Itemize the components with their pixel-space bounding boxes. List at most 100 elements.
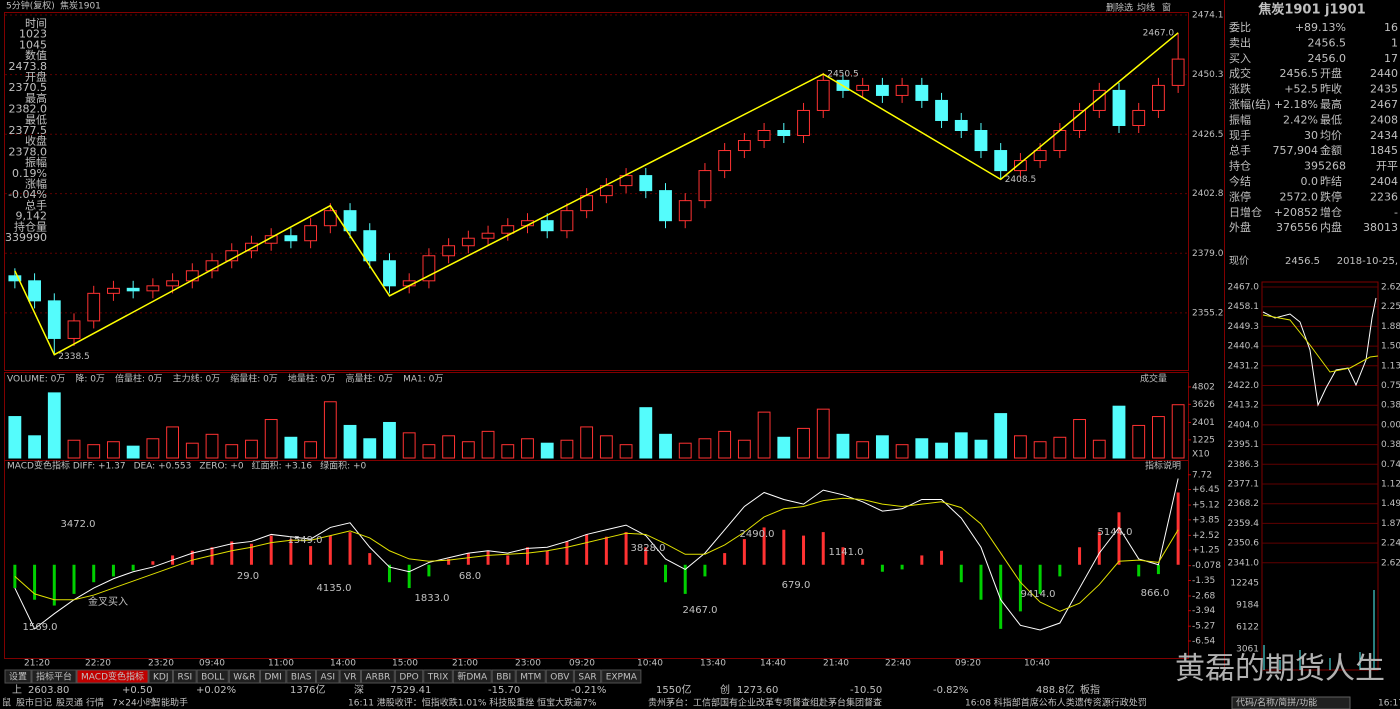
- search-placeholder[interactable]: 代码/名称/简拼/功能: [1236, 697, 1317, 709]
- header-button[interactable]: 均线: [1137, 2, 1155, 14]
- macd-bar: [249, 543, 253, 565]
- symbol: 焦炭1901: [60, 0, 101, 12]
- tab[interactable]: SAR: [573, 669, 602, 684]
- volume-selector[interactable]: 成交量: [1140, 373, 1167, 385]
- tab-label[interactable]: DPO: [399, 673, 418, 683]
- tab-label[interactable]: BOLL: [201, 673, 224, 683]
- y-tick-label: 1225: [1192, 435, 1215, 445]
- volume-bar: [580, 426, 594, 459]
- macd-bar: [92, 564, 96, 583]
- tab[interactable]: 新DMA: [452, 669, 492, 684]
- macd-legend: 红面积: +3.16: [252, 460, 313, 472]
- mini-price-tick: 2350.6: [1228, 539, 1260, 549]
- tab-label[interactable]: EXPMA: [606, 673, 638, 683]
- tab-label[interactable]: MTM: [520, 673, 541, 683]
- header-button[interactable]: 删除选: [1106, 2, 1133, 14]
- y-tick-label: 2379.0: [1192, 249, 1224, 259]
- tab-bg: [196, 669, 229, 684]
- candle-body: [501, 225, 515, 234]
- tool-link[interactable]: 鼠: [2, 697, 11, 709]
- tab-label[interactable]: 指标平台: [36, 671, 72, 683]
- tab-label[interactable]: RSI: [178, 673, 193, 683]
- tab-label[interactable]: BIAS: [291, 673, 312, 683]
- tab-label[interactable]: DMI: [264, 673, 281, 683]
- y-tick-label: +6.45: [1192, 485, 1220, 495]
- tab-bg: [31, 669, 77, 684]
- mini-avg-line: [1262, 314, 1379, 373]
- macd-bar: [348, 532, 352, 565]
- quote-cell: 最高: [1320, 97, 1342, 111]
- tab[interactable]: ASI: [316, 669, 340, 684]
- mini-price-tick: 2377.1: [1228, 480, 1260, 490]
- tab[interactable]: MACD变色指标: [76, 669, 149, 684]
- tab-label[interactable]: ASI: [321, 673, 336, 683]
- tab-label[interactable]: W&R: [233, 673, 255, 683]
- candle-body: [107, 287, 120, 294]
- info-value: 9,142: [16, 210, 48, 223]
- tab-label[interactable]: 新DMA: [457, 671, 488, 683]
- macd-bar: [111, 564, 115, 577]
- candle-body: [481, 232, 495, 239]
- macd-bar: [742, 539, 746, 565]
- tab[interactable]: RSI: [173, 669, 197, 684]
- tab-label[interactable]: TRIX: [427, 673, 449, 683]
- info-value: -0.04%: [8, 188, 47, 201]
- time-label: 09:40: [199, 659, 225, 669]
- candle-body: [757, 129, 771, 142]
- tool-link[interactable]: 智能助手: [152, 697, 188, 709]
- candle-body: [166, 280, 180, 287]
- time-label: 11:00: [268, 659, 294, 669]
- quote-cell: 2408: [1370, 113, 1398, 126]
- news-ticker[interactable]: 16:08 科指部首席公布人类遗传资源行政处罚: [965, 697, 1147, 709]
- macd-bar: [151, 561, 155, 565]
- news-ticker[interactable]: 贵州茅台：工信部国有企业改革专项督查组赴茅台集团督查: [648, 697, 882, 709]
- macd-bar: [190, 550, 194, 565]
- quote-cell: 跌停: [1320, 189, 1342, 203]
- tab[interactable]: TRIX: [423, 669, 453, 684]
- tab-label[interactable]: 设置: [9, 672, 27, 683]
- mini-chart-frame: [1261, 281, 1379, 671]
- tab-label[interactable]: MACD变色指标: [81, 671, 144, 683]
- macd-help[interactable]: 指标说明: [1145, 460, 1181, 472]
- info-value: 1045: [19, 38, 47, 51]
- tab[interactable]: OBV: [545, 669, 574, 684]
- frames: [4, 0, 1225, 670]
- tool-link[interactable]: 行情: [86, 697, 104, 709]
- candle-body: [856, 84, 870, 91]
- tab[interactable]: EXPMA: [601, 669, 642, 684]
- tab[interactable]: VR: [339, 669, 361, 684]
- tab[interactable]: KDJ: [148, 669, 174, 684]
- mini-price-tick: 2404.0: [1228, 420, 1260, 430]
- tab[interactable]: DMI: [259, 669, 287, 684]
- tab[interactable]: W&R: [228, 669, 260, 684]
- news-ticker[interactable]: 16:11 港股收评：恒指收跌1.01% 科技股重挫 恒宝大跌逾7%: [348, 697, 597, 709]
- tool-link[interactable]: 7×24小时: [112, 697, 155, 709]
- tool-link[interactable]: 股市日记: [16, 697, 52, 709]
- macd-bar: [506, 555, 510, 565]
- zigzag-line: [14, 32, 1179, 356]
- macd-bar: [920, 555, 924, 565]
- tab[interactable]: BIAS: [286, 669, 317, 684]
- tab-label[interactable]: SAR: [578, 673, 596, 683]
- tab[interactable]: BBI: [491, 669, 516, 684]
- tab[interactable]: ARBR: [360, 669, 395, 684]
- macd-bar: [486, 550, 490, 565]
- tab[interactable]: MTM: [515, 669, 546, 684]
- mini-pct-tick: 1.13%: [1381, 361, 1400, 371]
- tab-label[interactable]: OBV: [550, 673, 570, 683]
- mini-price-tick: 2395.1: [1228, 440, 1260, 450]
- tab[interactable]: 指标平台: [31, 669, 77, 684]
- tab-label[interactable]: VR: [344, 673, 356, 683]
- header-button[interactable]: 窗: [1162, 2, 1171, 14]
- tab-label[interactable]: BBI: [496, 673, 511, 683]
- tab-bg: [394, 669, 424, 684]
- tool-link[interactable]: 股灵通: [56, 698, 83, 709]
- volume-bar: [875, 435, 889, 459]
- mini-price-tick: 2368.2: [1228, 499, 1260, 509]
- macd-bar: [841, 547, 845, 565]
- tab[interactable]: DPO: [394, 669, 424, 684]
- tab[interactable]: 设置: [4, 669, 32, 684]
- tab[interactable]: BOLL: [196, 669, 229, 684]
- tab-label[interactable]: KDJ: [153, 673, 169, 683]
- tab-label[interactable]: ARBR: [365, 673, 390, 683]
